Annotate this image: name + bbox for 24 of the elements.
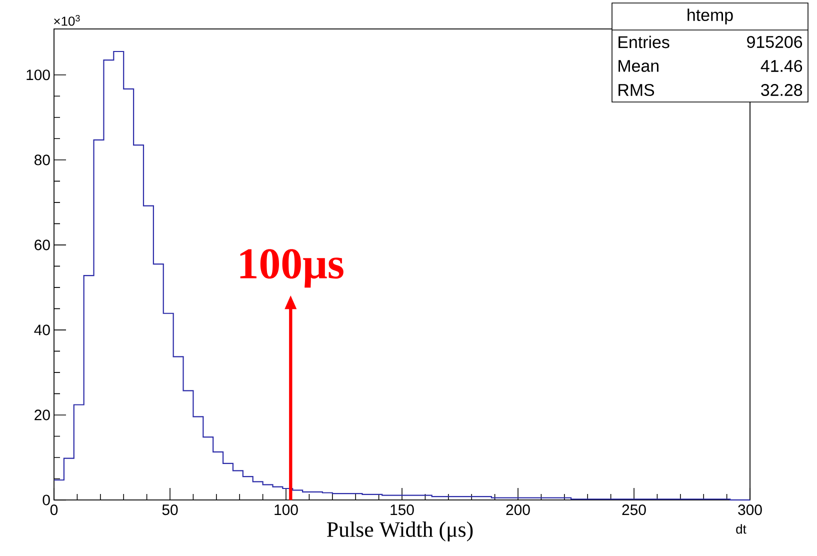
text: dt bbox=[736, 524, 746, 534]
y-tick-label: 100 bbox=[26, 70, 50, 80]
y-tick-label: 20 bbox=[34, 410, 50, 420]
annotation: 915206 bbox=[747, 36, 802, 48]
y-tick-label: 80 bbox=[34, 154, 50, 166]
x-tick-label: 250 bbox=[622, 504, 646, 516]
x-tick-label: 150 bbox=[390, 504, 414, 516]
text: htemp bbox=[688, 8, 733, 24]
x-tick-label: 100 bbox=[274, 504, 298, 516]
y-tick-label: 0 bbox=[42, 494, 50, 506]
x-tick-label: 50 bbox=[162, 504, 178, 516]
annotation: Mean bbox=[618, 60, 658, 72]
x-tick-label: 0 bbox=[50, 504, 58, 516]
x-tick-label: 300 bbox=[738, 504, 762, 516]
y-tick-label: 40 bbox=[34, 324, 50, 336]
annotation: RMS bbox=[618, 84, 654, 96]
x-tick-label: 200 bbox=[506, 504, 530, 516]
ref-line-label: 100μs bbox=[240, 249, 344, 288]
text: 41.46 bbox=[760, 60, 802, 72]
annotation: Entries bbox=[618, 36, 670, 48]
text: ×10$^{3}$ bbox=[54, 14, 80, 26]
y-tick-label: 60 bbox=[34, 240, 50, 250]
text: 32.28 bbox=[761, 84, 802, 96]
x-axis-title: Pulse Width (μs) bbox=[327, 522, 473, 542]
